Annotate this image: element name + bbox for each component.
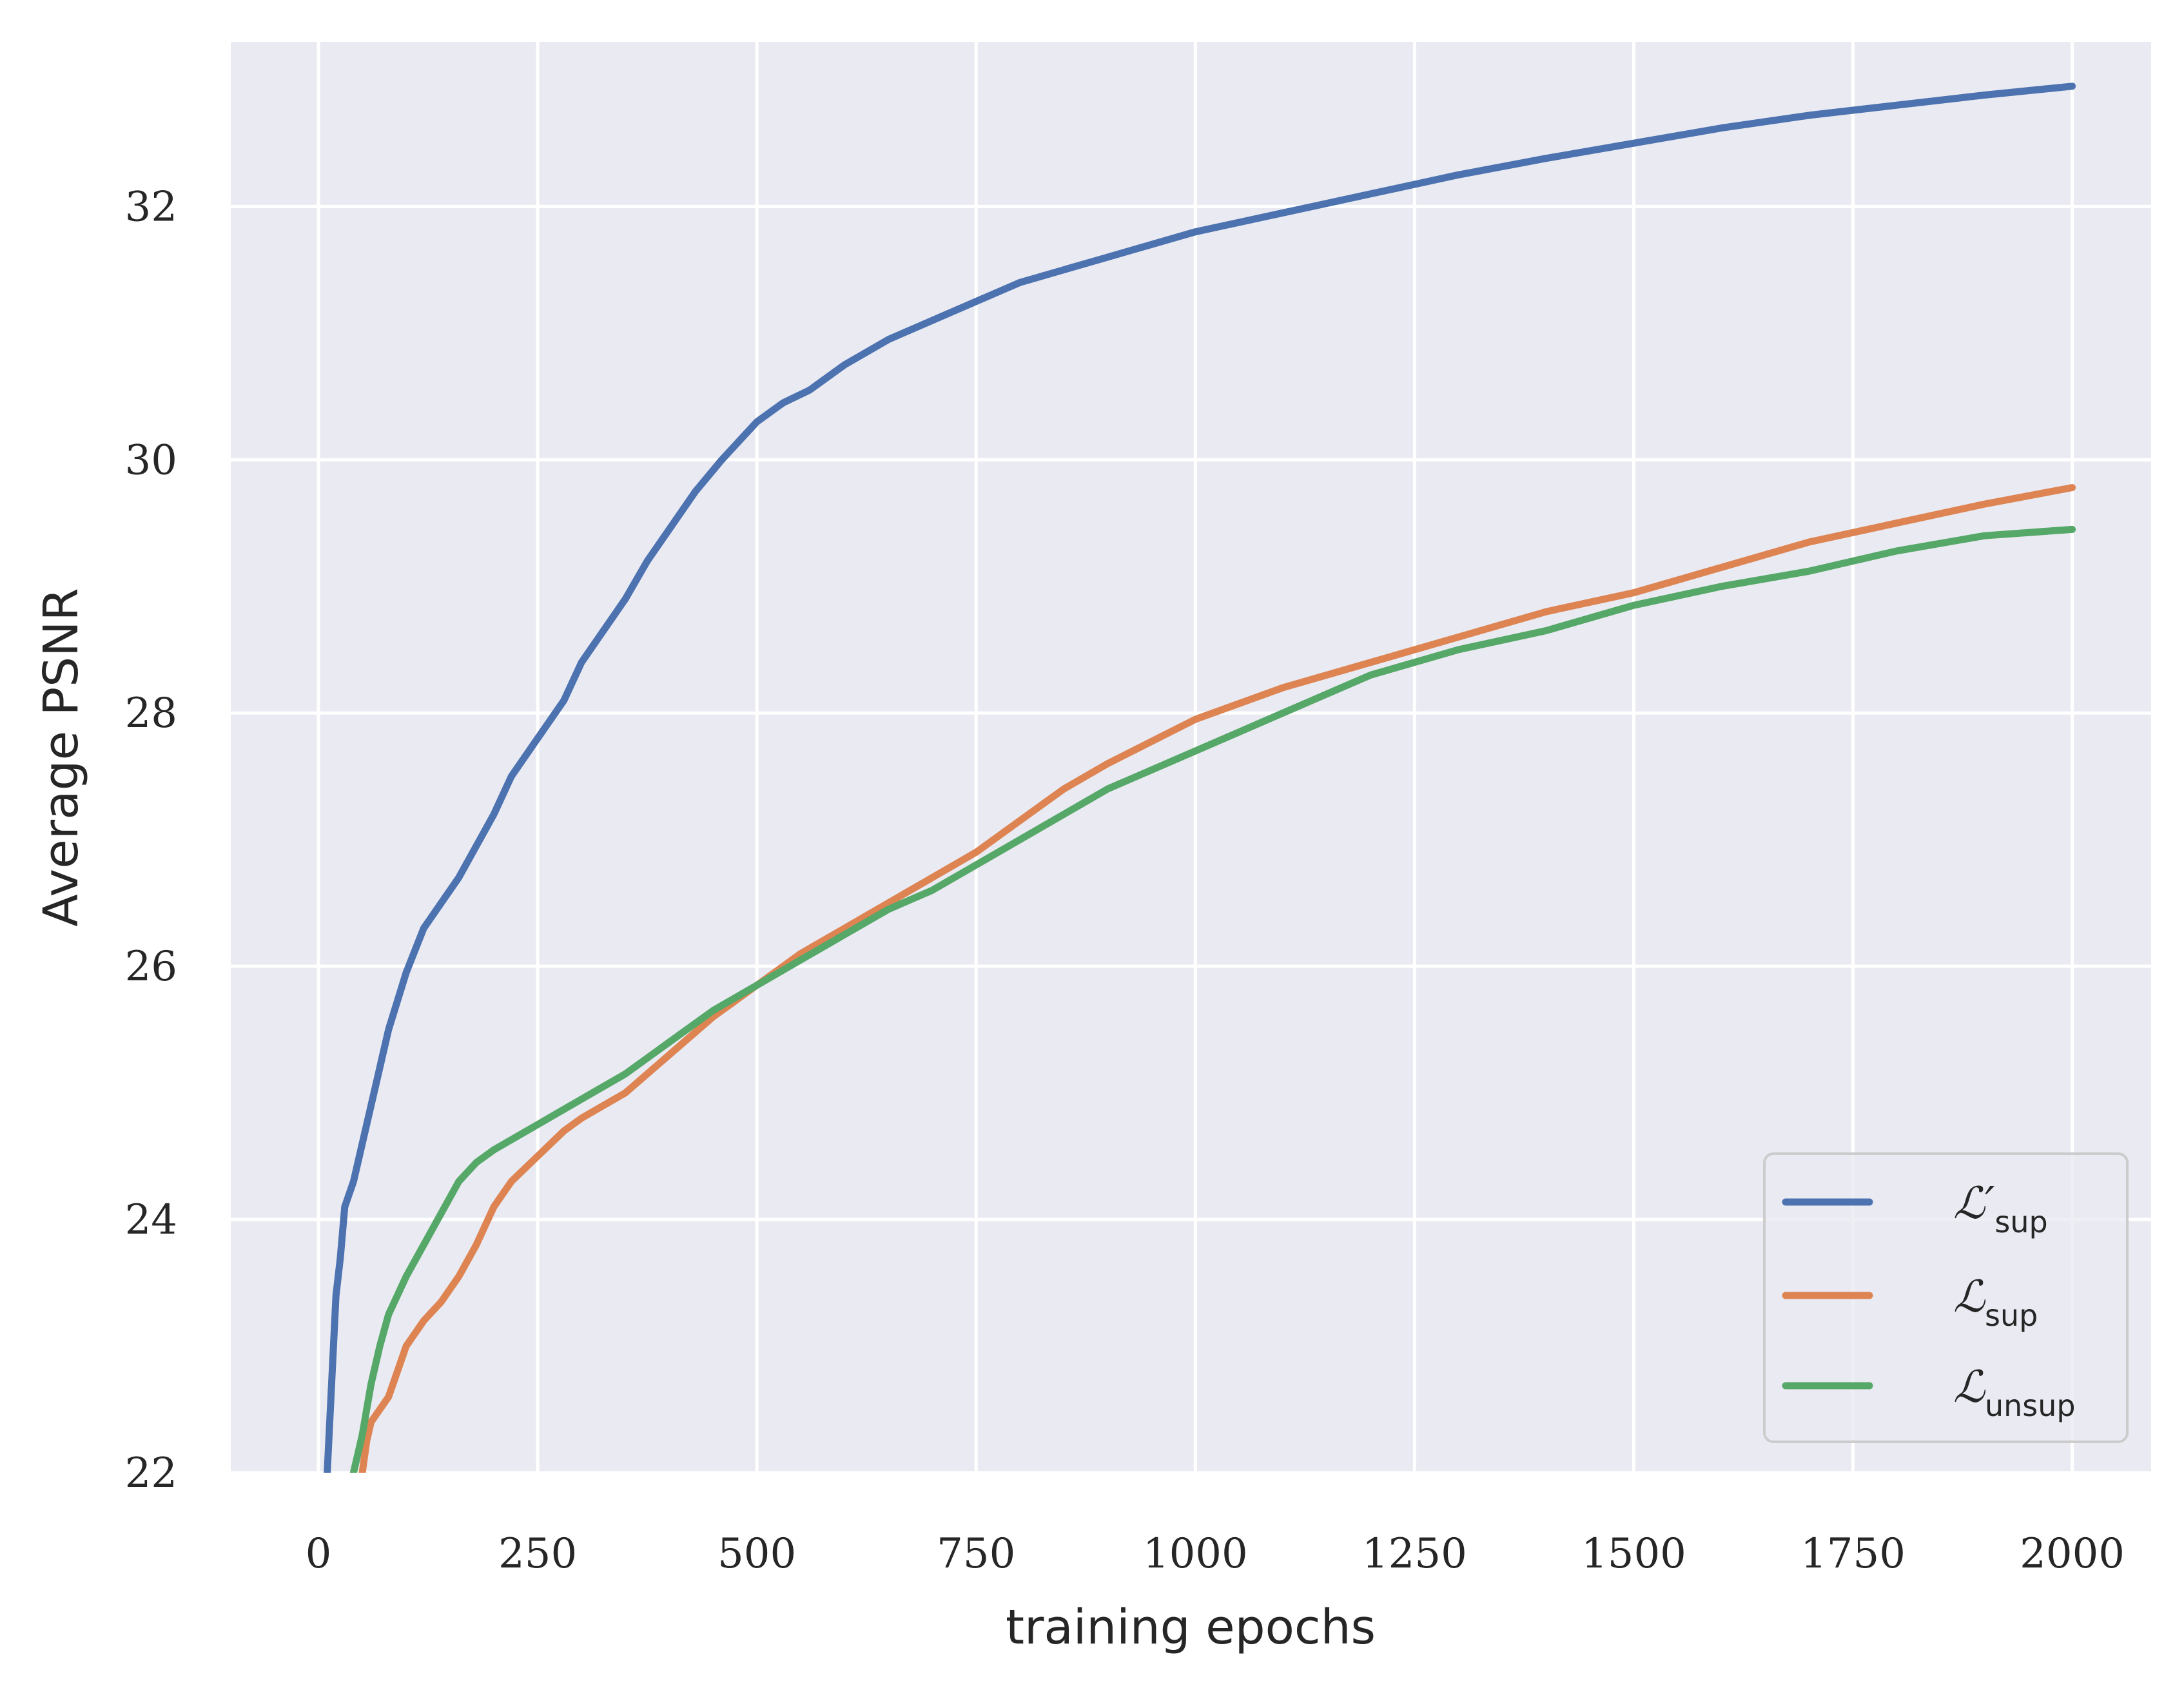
tick-labels: 0 250 500 750 1000 1250 1500 1750 2000 22 24 26 28 30… xyxy=(125,183,2125,1578)
x-tick-label: 1000 xyxy=(1143,1530,1248,1578)
x-tick-label: 1500 xyxy=(1581,1530,1686,1578)
legend-label: ℒ′sup xyxy=(1953,1178,2048,1239)
x-axis-label: training epochs xyxy=(1006,1600,1376,1655)
series-line-unsup xyxy=(349,525,2076,1473)
y-tick-label: 30 xyxy=(125,436,177,484)
y-axis-label: Average PSNR xyxy=(34,588,89,927)
legend-label: ℒunsup xyxy=(1953,1362,2076,1423)
legend-label-sub: unsup xyxy=(1985,1388,2076,1423)
series-line-sup-prime xyxy=(324,82,2076,1473)
legend-box xyxy=(1763,1152,2129,1443)
x-tick-label: 0 xyxy=(306,1530,332,1578)
x-tick-label: 1250 xyxy=(1362,1530,1467,1578)
x-tick-label: 500 xyxy=(717,1530,796,1578)
legend-label-main: ℒ′ xyxy=(1953,1178,1995,1229)
x-tick-label: 250 xyxy=(498,1530,577,1578)
series-layer xyxy=(324,82,2076,1473)
legend-label-sub: sup xyxy=(1994,1205,2047,1239)
x-tick-label: 1750 xyxy=(1800,1530,1906,1578)
y-tick-label: 32 xyxy=(125,183,177,231)
legend-label-sub: sup xyxy=(1985,1298,2038,1333)
y-tick-label: 24 xyxy=(125,1196,177,1244)
x-tick-label: 2000 xyxy=(2020,1530,2125,1578)
legend-label-main: ℒ xyxy=(1953,1362,1986,1413)
legend-label: ℒsup xyxy=(1953,1272,2038,1333)
y-tick-label: 22 xyxy=(125,1450,177,1497)
legend-label-main: ℒ xyxy=(1953,1272,1986,1323)
x-tick-label: 750 xyxy=(937,1530,1015,1578)
y-tick-label: 28 xyxy=(125,690,177,737)
y-tick-label: 26 xyxy=(125,943,177,991)
